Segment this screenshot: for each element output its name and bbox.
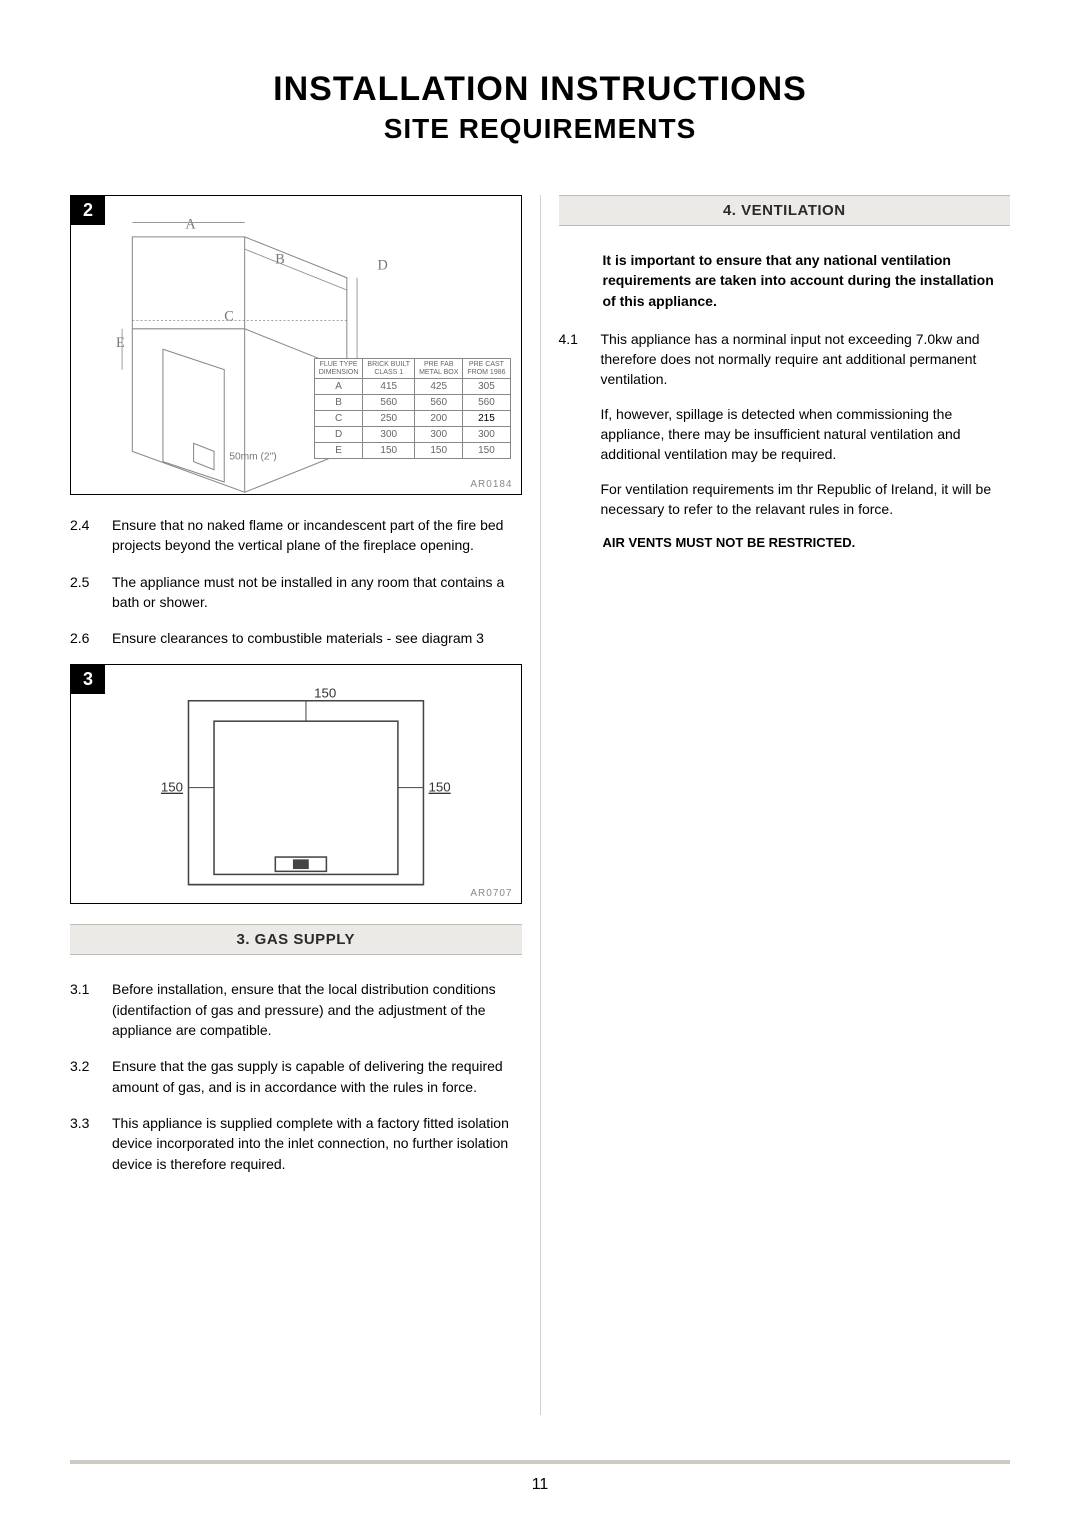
svg-text:D: D xyxy=(377,258,387,274)
para-4-1-num: 4.1 xyxy=(559,329,587,519)
para-3-3: 3.3 This appliance is supplied complete … xyxy=(70,1113,522,1174)
para-4-1-p0: This appliance has a norminal input not … xyxy=(601,329,1011,390)
para-3-2: 3.2 Ensure that the gas supply is capabl… xyxy=(70,1056,522,1097)
left-column: 2 A B D C E xyxy=(70,195,541,1415)
para-3-1-num: 3.1 xyxy=(70,979,98,1040)
para-3-1: 3.1 Before installation, ensure that the… xyxy=(70,979,522,1040)
diagram-2-code: AR0184 xyxy=(470,479,512,490)
section-4-heading: 4. VENTILATION xyxy=(559,195,1011,226)
diagram-2-tag: 2 xyxy=(71,196,105,225)
para-4-1-body: This appliance has a norminal input not … xyxy=(601,329,1011,519)
para-3-3-num: 3.3 xyxy=(70,1113,98,1174)
diagram-2-note: 50mm (2") xyxy=(229,452,276,463)
para-4-1-p1: If, however, spillage is detected when c… xyxy=(601,404,1011,465)
ventilation-callout: It is important to ensure that any natio… xyxy=(603,250,1011,311)
para-3-2-body: Ensure that the gas supply is capable of… xyxy=(112,1056,522,1097)
para-4-1: 4.1 This appliance has a norminal input … xyxy=(559,329,1011,519)
para-2-5-body: The appliance must not be installed in a… xyxy=(112,572,522,613)
dim-right: 150 xyxy=(429,780,451,795)
para-3-3-body: This appliance is supplied complete with… xyxy=(112,1113,522,1174)
svg-text:E: E xyxy=(116,335,125,351)
page-number: 11 xyxy=(0,1476,1080,1494)
para-2-4: 2.4 Ensure that no naked flame or incand… xyxy=(70,515,522,556)
para-2-6: 2.6 Ensure clearances to combustible mat… xyxy=(70,628,522,648)
para-3-1-body: Before installation, ensure that the loc… xyxy=(112,979,522,1040)
dim-top: 150 xyxy=(314,686,336,701)
page-footer-rule xyxy=(70,1460,1010,1464)
para-2-5: 2.5 The appliance must not be installed … xyxy=(70,572,522,613)
para-2-4-num: 2.4 xyxy=(70,515,98,556)
svg-text:A: A xyxy=(185,217,196,233)
para-2-4-body: Ensure that no naked flame or incandesce… xyxy=(112,515,522,556)
dim-th-0: FLUE TYPEDIMENSION xyxy=(314,359,363,379)
dim-left: 150 xyxy=(161,780,183,795)
section-3-heading: 3. GAS SUPPLY xyxy=(70,924,522,955)
title-main: INSTALLATION INSTRUCTIONS xyxy=(70,70,1010,109)
para-2-5-num: 2.5 xyxy=(70,572,98,613)
para-3-2-num: 3.2 xyxy=(70,1056,98,1097)
dim-th-2: PRE FABMETAL BOX xyxy=(415,359,463,379)
para-2-6-body: Ensure clearances to combustible materia… xyxy=(112,628,522,648)
svg-text:C: C xyxy=(224,309,234,325)
diagram-2: 2 A B D C E xyxy=(70,195,522,495)
content-columns: 2 A B D C E xyxy=(70,195,1010,1415)
dim-th-1: BRICK BUILTCLASS 1 xyxy=(363,359,415,379)
diagram-3: 3 150 150 150 xyxy=(70,664,522,904)
diagram-3-tag: 3 xyxy=(71,665,105,694)
diagram-2-table: FLUE TYPEDIMENSION BRICK BUILTCLASS 1 PR… xyxy=(314,358,511,459)
right-column: 4. VENTILATION It is important to ensure… xyxy=(541,195,1011,1415)
dim-tbody: A415425305 B560560560 C250200215 D300300… xyxy=(314,379,510,459)
diagram-3-code: AR0707 xyxy=(470,888,512,899)
para-2-6-num: 2.6 xyxy=(70,628,98,648)
dim-th-3: PRE CASTFROM 1986 xyxy=(463,359,510,379)
page-title-block: INSTALLATION INSTRUCTIONS SITE REQUIREME… xyxy=(70,70,1010,145)
title-sub: SITE REQUIREMENTS xyxy=(70,113,1010,145)
air-vents-note: AIR VENTS MUST NOT BE RESTRICTED. xyxy=(603,535,1011,550)
para-4-1-p2: For ventilation requirements im thr Repu… xyxy=(601,479,1011,520)
diagram-3-svg: 150 150 150 xyxy=(71,665,521,910)
